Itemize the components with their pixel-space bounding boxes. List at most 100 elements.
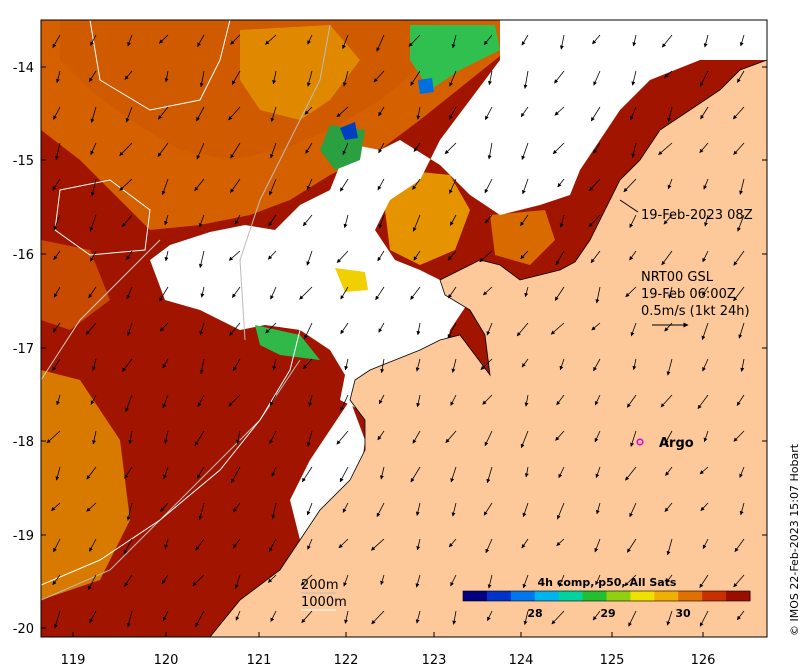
- current-vector: [342, 502, 349, 513]
- current-vector: [703, 430, 709, 442]
- current-vector: [164, 430, 169, 444]
- current-vector: [520, 250, 529, 260]
- current-vector: [232, 502, 241, 513]
- current-vector: [415, 502, 421, 516]
- current-vector: [198, 214, 205, 228]
- current-vector: [661, 34, 673, 48]
- current-vector: [739, 466, 745, 478]
- current-vector: [667, 106, 673, 123]
- current-vector: [555, 250, 565, 266]
- current-vector: [231, 466, 241, 484]
- credit-text: © IMOS 22-Feb-2023 15:07 Hobart: [788, 443, 801, 636]
- current-vector: [559, 34, 565, 50]
- current-vector: [53, 610, 61, 629]
- current-vector: [484, 178, 493, 194]
- current-vector: [195, 610, 205, 627]
- current-vector: [377, 178, 385, 191]
- current-vector: [520, 430, 529, 449]
- current-vector: [199, 358, 205, 374]
- x-tick-label: 120: [154, 653, 179, 668]
- current-vector: [736, 394, 745, 406]
- current-vector: [157, 106, 169, 120]
- current-vector: [342, 70, 349, 87]
- current-vector: [699, 70, 709, 87]
- land-mass: [209, 59, 767, 637]
- current-vector: [157, 142, 169, 157]
- x-tick-label: 122: [334, 653, 359, 668]
- current-vector: [378, 322, 385, 333]
- contour-200m: [41, 359, 301, 601]
- current-vector: [595, 466, 601, 479]
- current-vector: [556, 394, 565, 406]
- current-vector: [732, 106, 745, 120]
- current-vector: [342, 34, 349, 50]
- current-vector: [376, 502, 385, 518]
- current-vector: [416, 322, 421, 336]
- current-vector: [121, 358, 133, 372]
- current-vector: [161, 574, 169, 585]
- current-vector: [445, 430, 457, 444]
- current-vector: [487, 574, 493, 589]
- current-vector: [703, 178, 709, 190]
- current-vector: [416, 394, 421, 408]
- current-vector: [555, 430, 565, 441]
- current-vector: [269, 430, 277, 444]
- current-vector: [161, 178, 169, 196]
- current-vector: [482, 394, 493, 405]
- sst-orange-east2: [490, 210, 555, 265]
- x-tick-label: 125: [600, 653, 625, 668]
- current-vector: [228, 106, 241, 121]
- no-data-region: [150, 20, 767, 440]
- current-vector: [380, 574, 385, 585]
- current-vector: [631, 142, 637, 158]
- current-vector: [196, 106, 205, 122]
- current-vector: [488, 70, 493, 86]
- current-vector: [124, 574, 133, 587]
- sst-yellow-small: [335, 268, 368, 292]
- current-vector: [595, 502, 601, 515]
- current-vector: [559, 214, 565, 228]
- y-tick-label: -19: [13, 529, 34, 544]
- current-vector: [449, 70, 457, 87]
- current-vector: [86, 502, 97, 512]
- current-vector: [486, 322, 493, 336]
- current-vector: [739, 502, 745, 516]
- current-vector: [163, 466, 169, 480]
- current-vector: [626, 538, 637, 553]
- current-vector: [629, 502, 637, 518]
- current-vector: [738, 322, 745, 339]
- current-vector: [590, 106, 601, 122]
- current-vector: [415, 574, 421, 588]
- current-vector: [410, 286, 421, 300]
- current-vector: [516, 322, 529, 337]
- current-vector: [194, 430, 205, 447]
- colorbar-segment: [606, 591, 631, 601]
- current-vector: [699, 142, 709, 154]
- current-vector: [307, 34, 313, 45]
- current-vector: [734, 538, 745, 553]
- current-vector: [90, 34, 97, 46]
- current-vector: [556, 502, 565, 520]
- colorbar-frame: [462, 590, 751, 602]
- current-vector: [666, 610, 673, 626]
- current-vector: [415, 610, 421, 624]
- current-vector: [415, 358, 421, 372]
- current-vector: [524, 286, 529, 298]
- current-vector: [521, 34, 529, 46]
- current-vector: [128, 430, 133, 445]
- current-vector: [592, 34, 601, 45]
- current-vector: [661, 250, 673, 266]
- current-vector: [371, 610, 385, 625]
- current-scale: 0.5m/s (1kt 24h): [641, 304, 750, 319]
- y-tick-label: -14: [13, 61, 34, 76]
- current-vector: [733, 250, 745, 266]
- current-vector: [736, 70, 745, 83]
- current-vector: [451, 502, 457, 517]
- current-vector: [52, 34, 61, 48]
- current-vector: [551, 610, 565, 625]
- current-vector: [733, 574, 745, 588]
- current-vector: [272, 358, 277, 371]
- current-vector: [194, 178, 205, 192]
- current-vector: [52, 574, 61, 586]
- current-vector: [665, 466, 673, 476]
